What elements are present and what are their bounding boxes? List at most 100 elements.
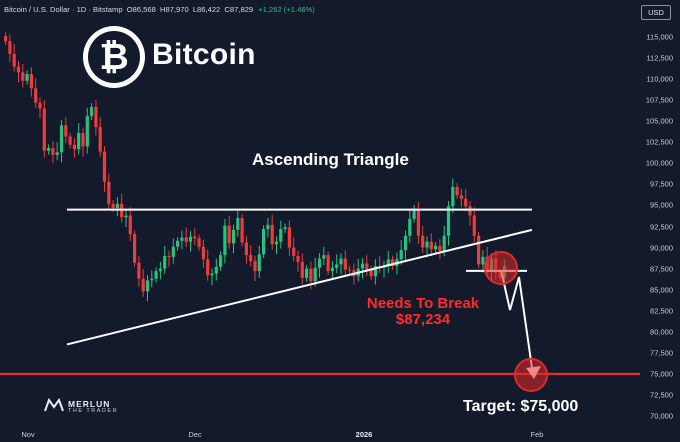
time-tick-label: Feb xyxy=(530,430,544,439)
price-tick-label: 110,000 xyxy=(646,74,673,84)
break-label: Needs To Break xyxy=(366,295,480,312)
price-axis[interactable]: 115,000 112,500 110,000 107,500 105,000 102,5… xyxy=(640,0,680,442)
watermark-name: MERLUN xyxy=(68,399,111,409)
candle-body xyxy=(133,234,137,263)
price-tick-label: 107,500 xyxy=(645,95,673,105)
candle-body xyxy=(81,133,85,147)
candle-body xyxy=(51,148,55,155)
candle-body xyxy=(197,238,201,247)
price-tick-label: 115,000 xyxy=(646,32,673,42)
candle-body xyxy=(459,195,463,199)
change-value: +1,262 (+1.46%) xyxy=(258,5,315,14)
candle-body xyxy=(8,41,12,54)
candle-body xyxy=(59,125,64,153)
candle-body xyxy=(283,227,287,230)
candle-body xyxy=(163,255,167,269)
candle-body xyxy=(210,273,214,276)
candle-body xyxy=(38,102,42,109)
candle-body xyxy=(141,278,145,292)
candle-body xyxy=(274,241,279,245)
candle-body xyxy=(348,269,352,271)
price-tick-label: 75,000 xyxy=(650,369,673,379)
candle-body xyxy=(158,268,162,272)
candle-body xyxy=(68,136,72,145)
candle-body xyxy=(468,206,472,216)
candle-body xyxy=(399,250,403,260)
candle-body xyxy=(12,53,16,67)
candle-body xyxy=(279,229,283,242)
time-tick-label: Dec xyxy=(188,430,202,439)
candle-body xyxy=(214,266,218,274)
candle-body xyxy=(171,246,175,257)
candle-body xyxy=(85,116,89,147)
candle-body xyxy=(249,255,253,262)
candle-body xyxy=(102,151,107,182)
candle-body xyxy=(292,247,296,256)
candle-body xyxy=(180,237,184,241)
currency-button[interactable]: USD xyxy=(641,5,671,20)
candle-body xyxy=(421,235,425,248)
candle-body xyxy=(412,208,416,219)
candle-body xyxy=(154,271,158,279)
candle-body xyxy=(25,74,29,81)
brand-name: Bitcoin xyxy=(152,38,256,71)
candle-body xyxy=(416,208,420,236)
candle-body xyxy=(4,36,8,42)
candle-body xyxy=(137,262,141,279)
candle-body xyxy=(391,259,395,267)
candle-body xyxy=(262,229,266,255)
watermark-subtitle: THE TRADER xyxy=(68,408,119,414)
symbol-header: Bitcoin / U.S. Dollar · 1D · Bitstamp O8… xyxy=(4,5,315,14)
open-value: O86,568 xyxy=(126,5,156,14)
price-tick-label: 87,500 xyxy=(650,264,673,274)
candle-body xyxy=(360,263,365,269)
high-value: H87,970 xyxy=(159,5,189,14)
candle-body xyxy=(455,186,459,196)
candle-body xyxy=(150,278,154,281)
price-tick-label: 72,500 xyxy=(650,390,673,400)
candle-body xyxy=(257,254,261,272)
candle-body xyxy=(330,267,334,272)
candle-body xyxy=(128,215,132,235)
price-tick-label: 100,000 xyxy=(645,158,673,168)
candle-body xyxy=(227,225,231,244)
candle-body xyxy=(481,256,485,265)
watermark: MERLUN THE TRADER xyxy=(44,397,117,416)
candle-body xyxy=(72,144,76,150)
candle-body xyxy=(425,241,429,248)
candle-body xyxy=(434,245,438,250)
price-tick-label: 70,000 xyxy=(650,411,673,421)
candle-body xyxy=(472,215,476,236)
price-tick-label: 82,500 xyxy=(650,306,673,316)
price-tick-label: 97,500 xyxy=(650,179,673,189)
candle-body xyxy=(313,267,317,282)
bitcoin-logo-icon: ₿ xyxy=(83,26,145,88)
price-tick-label: 92,500 xyxy=(650,222,673,231)
candle-body xyxy=(29,74,33,89)
candle-body xyxy=(55,152,59,155)
candle-body xyxy=(90,106,94,117)
close-value: C87,829 xyxy=(224,5,254,14)
candle-body xyxy=(34,88,38,103)
candle-body xyxy=(124,215,128,218)
target-label: Target: $75,000 xyxy=(463,398,579,415)
candle-body xyxy=(188,236,193,242)
candle-body xyxy=(231,229,236,244)
pattern-title: Ascending Triangle xyxy=(252,150,409,169)
candle-body xyxy=(386,259,390,267)
projection-path xyxy=(500,269,534,376)
low-value: L86,422 xyxy=(192,5,221,14)
candle-body xyxy=(240,218,244,243)
candle-body xyxy=(335,264,339,268)
candle-body xyxy=(201,246,205,260)
candle-body xyxy=(408,218,412,236)
candle-body xyxy=(176,240,180,247)
candle-body xyxy=(300,261,304,278)
candle-body xyxy=(464,198,468,207)
candle-body xyxy=(270,224,274,245)
candle-body xyxy=(305,268,309,278)
candle-body xyxy=(365,263,369,270)
price-tick-label: 80,000 xyxy=(650,327,673,337)
